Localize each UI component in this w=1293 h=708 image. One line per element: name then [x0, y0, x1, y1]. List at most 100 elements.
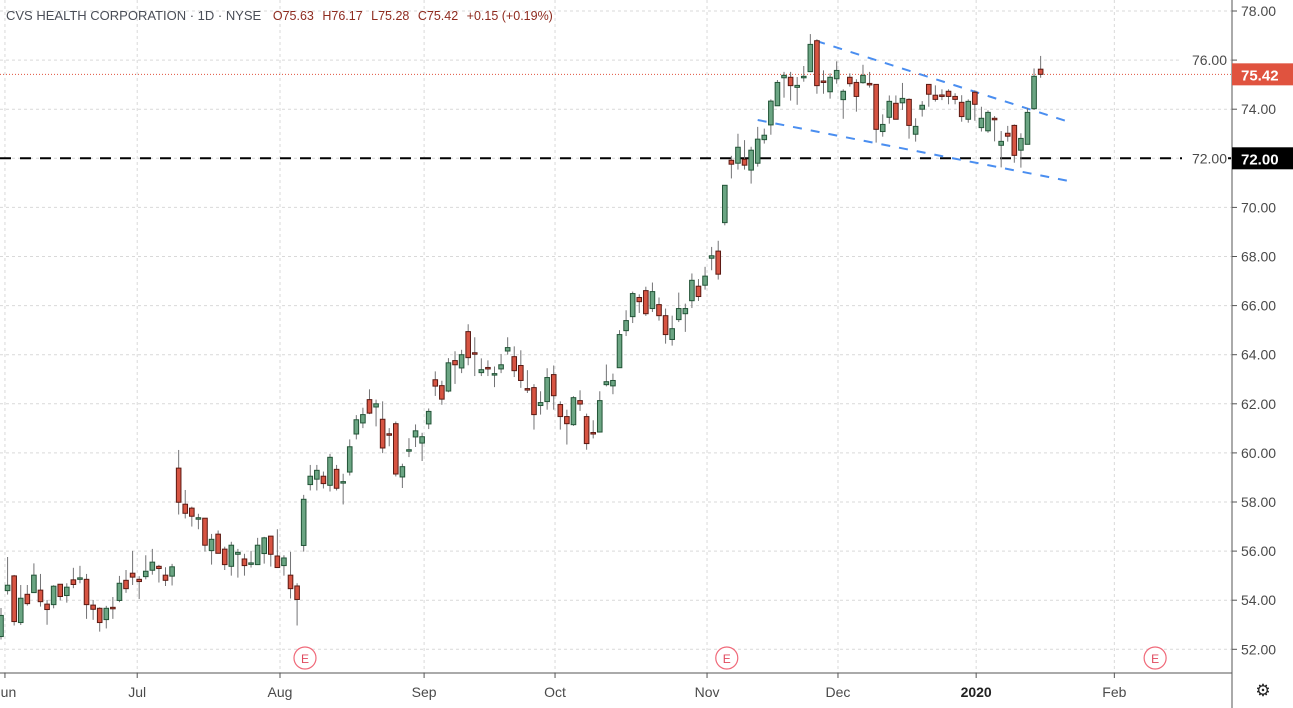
candle-up [570, 397, 577, 426]
candle-down [123, 579, 129, 590]
candle-down [202, 517, 208, 546]
candle-down [715, 250, 722, 275]
candle-up [4, 584, 11, 592]
x-tick-label: 2020 [961, 684, 992, 700]
candle-up [919, 104, 926, 110]
candle-down [511, 356, 518, 372]
candle-up [702, 275, 708, 286]
candle-down [465, 331, 471, 359]
candle-up [827, 76, 833, 93]
candle-up [142, 570, 149, 578]
candle-up [610, 379, 616, 387]
candle-up [261, 537, 267, 555]
candle-up [300, 498, 307, 546]
candle-down [1004, 132, 1011, 137]
y-tick-label: 68.00 [1241, 249, 1276, 265]
candle-up [682, 308, 689, 315]
candle-up [254, 544, 261, 566]
candle-up [504, 347, 511, 352]
candle-down [577, 400, 583, 405]
horizontal-line-label: 72.00 [1241, 151, 1279, 168]
candle-up [754, 138, 761, 164]
earnings-marker[interactable] [715, 646, 739, 670]
candle-down [83, 578, 90, 606]
symbol-legend: CVS HEALTH CORPORATION · 1D · NYSE O75.6… [6, 8, 558, 23]
candle-up [735, 146, 741, 164]
last-price-badge [1232, 63, 1293, 86]
candle-down [820, 80, 827, 83]
candle-down [393, 423, 399, 475]
y-tick-label: 52.00 [1241, 641, 1276, 657]
y-tick-label: 56.00 [1241, 543, 1276, 559]
candle-up [406, 449, 412, 452]
time-axis[interactable]: Jun Jul Aug Sep Oct Nov Dec 2020 Feb [0, 673, 1127, 700]
candle-up [498, 364, 504, 370]
candle-up [373, 403, 379, 408]
candle-up [458, 354, 465, 369]
candle-up [425, 410, 432, 425]
candle-down [590, 432, 597, 435]
candle-up [235, 551, 241, 555]
candle-down [182, 503, 189, 514]
candle-down [37, 589, 44, 603]
candle-down [24, 593, 31, 605]
candle-down [136, 578, 142, 583]
candle-down [636, 296, 643, 303]
trendline-upper[interactable] [815, 39, 1073, 124]
candle-up [353, 419, 360, 435]
candle-up [537, 402, 544, 407]
candle-down [952, 95, 958, 100]
candle-up [195, 517, 202, 520]
y-tick-label: 76.00 [1192, 52, 1227, 68]
candle-down [379, 418, 386, 449]
candle-up [978, 117, 985, 129]
candle-up [116, 582, 123, 601]
candle-up [314, 469, 320, 480]
y-tick-label: 70.00 [1241, 199, 1276, 215]
candle-up [544, 377, 550, 403]
candle-up [1018, 137, 1024, 151]
earnings-marker[interactable] [1143, 646, 1167, 670]
candle-down [287, 574, 294, 590]
candle-down [518, 365, 524, 381]
candle-down [241, 558, 248, 567]
candle-down [958, 101, 965, 118]
y-tick-label: 78.00 [1241, 3, 1276, 19]
price-badges: 75.42 72.00 [1232, 63, 1293, 170]
candle-down [741, 158, 748, 166]
candle-down [906, 98, 912, 126]
price-axis[interactable]: 78.00 76.00 74.00 72.00 70.00 68.00 66.00 64.00… [1182, 3, 1276, 657]
candle-up [603, 381, 610, 386]
candle-up [307, 475, 314, 486]
y-tick-label: 58.00 [1241, 494, 1276, 510]
y-tick-label: 66.00 [1241, 298, 1276, 314]
candle-up [248, 562, 254, 565]
gear-icon[interactable]: ⚙ [1255, 681, 1271, 700]
candle-down [175, 467, 182, 503]
close-value: C75.42 [417, 9, 459, 23]
candle-down [695, 285, 702, 298]
candle-down [274, 555, 281, 569]
candle-down [11, 575, 17, 623]
candle-down [156, 565, 162, 570]
candle-up [623, 320, 629, 332]
candle-down [110, 606, 116, 610]
candle-down [531, 387, 537, 416]
candle-down [162, 574, 169, 581]
price-lines [0, 73, 1232, 160]
x-tick-label: Jun [0, 684, 16, 700]
y-tick-label: 54.00 [1241, 592, 1276, 608]
candle-up [807, 43, 814, 73]
trendlines[interactable] [757, 39, 1073, 182]
candle-down [452, 360, 458, 366]
candle-up [800, 75, 807, 79]
candle-up [327, 456, 333, 486]
candle-up [228, 544, 235, 567]
candle-down [945, 90, 952, 97]
low-value: L75.28 [371, 9, 410, 23]
candle-up [675, 308, 682, 321]
candle-up [399, 466, 406, 478]
earnings-marker[interactable] [293, 646, 317, 670]
